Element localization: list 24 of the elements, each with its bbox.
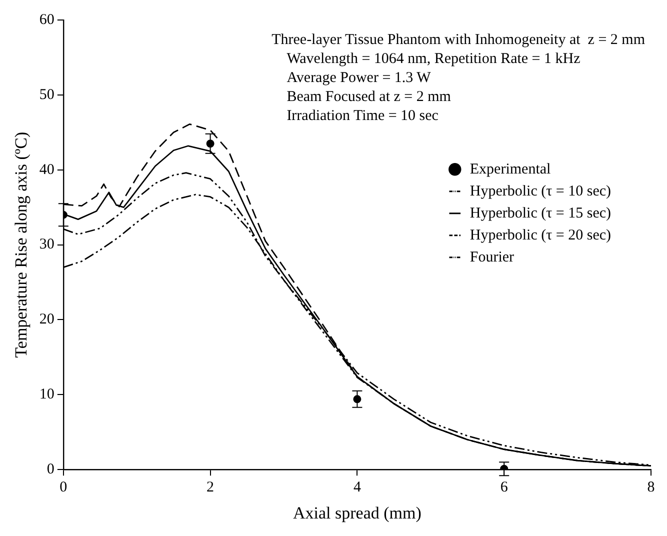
y-tick-label: 10 [39,386,54,403]
x-tick-label: 8 [647,480,655,496]
annotation: Wavelength = 1064 nm, Repetition Rate = 1 kHz [286,50,581,67]
x-tick-label: 2 [206,480,214,496]
y-tick-label: 20 [39,312,54,328]
y-tick-label: 50 [39,86,54,103]
y-tick-label: 0 [46,462,54,478]
x-tick-label: 6 [500,480,508,496]
y-tick-label: 30 [39,236,54,253]
legend-label: Hyperbolic (τ = 20 sec) [470,227,612,244]
annotation: Average Power = 1.3 W [286,70,432,86]
x-tick-label: 0 [60,480,68,496]
legend-label: Hyperbolic (τ = 10 sec) [470,183,612,200]
legend-label: Hyperbolic (τ = 15 sec) [470,205,612,222]
x-tick-label: 4 [353,480,362,496]
annotation: Beam Focused at z = 2 mm [286,88,452,105]
y-tick-label: 40 [39,162,54,178]
legend-label: Experimental [470,161,551,178]
annotation: Three-layer Tissue Phantom with Inhomogeneity at z = 2 mm [272,32,646,48]
y-axis-title: Temperature Rise along axis (ºC) [12,132,31,358]
x-axis-title: Axial spread (mm) [292,503,422,522]
annotation: Irradiation Time = 10 sec [286,108,439,124]
y-tick-label: 60 [39,12,54,28]
legend-label: Fourier [470,249,514,266]
